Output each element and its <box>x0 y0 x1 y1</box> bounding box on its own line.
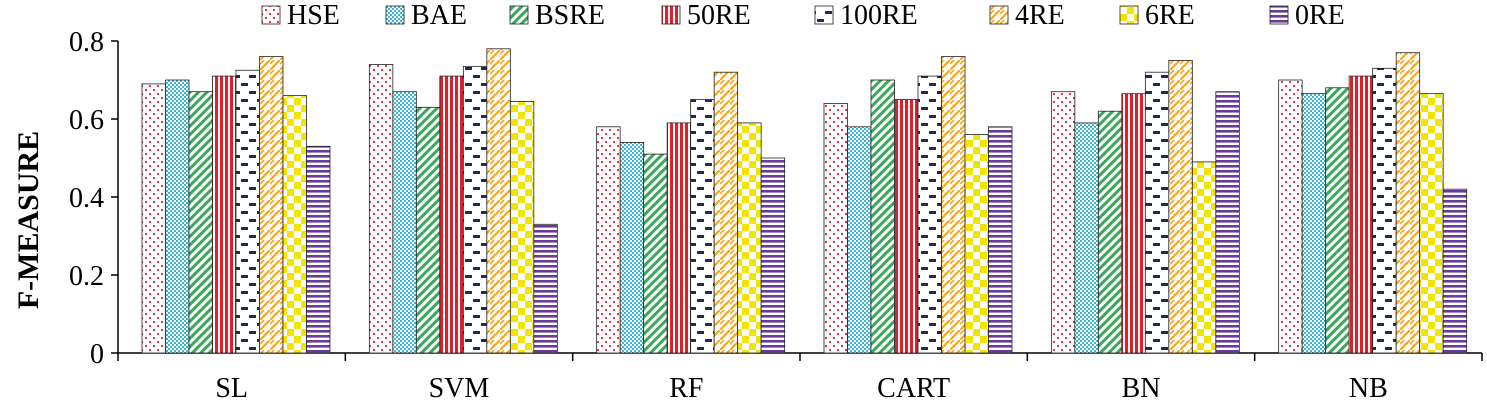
bar-hse-bn <box>1050 91 1076 354</box>
category-labels: SL SVM RF CART BN NB <box>117 353 1483 404</box>
legend-swatch-100re <box>814 5 834 25</box>
bar-100re-rf <box>690 99 715 354</box>
bar-hse-rf <box>596 126 621 354</box>
bar-6re-cart <box>964 134 989 354</box>
bar-50re-rf <box>666 122 692 354</box>
x-tick-label: BN <box>1122 373 1161 404</box>
bar-4re-sl <box>259 56 284 354</box>
bar-bae-sl <box>165 79 190 354</box>
legend-swatch-6re <box>1119 5 1139 25</box>
bar-50re-nb <box>1348 75 1374 354</box>
bar-0re-svm <box>533 223 558 354</box>
bar-4re-nb <box>1395 52 1421 354</box>
x-tick-label: CART <box>877 373 950 404</box>
bar-6re-svm <box>509 101 535 354</box>
legend-label-6re: 6RE <box>1145 0 1195 31</box>
y-tick-label: 0.6 <box>69 105 104 136</box>
legend-swatch-hse <box>261 5 281 25</box>
bar-bae-bn <box>1074 122 1099 354</box>
bar-bae-svm <box>392 91 417 354</box>
y-tick-label: 0.2 <box>69 261 104 292</box>
bar-0re-nb <box>1442 188 1468 354</box>
bar-100re-svm <box>462 65 488 354</box>
bar-hse-cart <box>823 103 848 354</box>
bar-50re-bn <box>1121 93 1146 354</box>
bar-4re-bn <box>1168 60 1193 354</box>
x-tick-label: RF <box>669 373 703 404</box>
bars <box>141 48 1468 354</box>
legend-label-0re: 0RE <box>1295 0 1345 31</box>
bar-bsre-bn <box>1097 110 1123 354</box>
legend-label-bsre: BSRE <box>535 0 605 31</box>
legend-label-hse: HSE <box>287 0 340 31</box>
bar-4re-cart <box>941 56 966 354</box>
bar-100re-nb <box>1372 67 1397 354</box>
bar-6re-sl <box>282 95 307 354</box>
bar-hse-svm <box>368 64 394 354</box>
bar-6re-rf <box>737 122 762 354</box>
y-ticks: 0 0.2 0.4 0.6 0.8 <box>69 27 118 370</box>
bar-100re-cart <box>917 75 942 354</box>
bar-bsre-svm <box>415 106 441 354</box>
bar-6re-nb <box>1419 93 1444 354</box>
y-tick-label: 0.4 <box>69 183 104 214</box>
y-tick-label: 0 <box>90 339 104 370</box>
bar-0re-sl <box>306 145 331 354</box>
bar-0re-cart <box>988 126 1013 354</box>
bar-6re-bn <box>1191 161 1217 354</box>
bar-4re-rf <box>713 71 739 354</box>
bar-hse-nb <box>1278 79 1303 354</box>
bar-hse-sl <box>141 83 166 354</box>
bar-bae-nb <box>1301 93 1327 354</box>
legend-label-bae: BAE <box>411 0 467 31</box>
x-tick-label: NB <box>1349 373 1388 404</box>
y-tick-label: 0.8 <box>69 27 104 58</box>
legend-swatch-0re <box>1269 5 1289 25</box>
legend-label-4re: 4RE <box>1015 0 1065 31</box>
bar-50re-svm <box>439 75 464 354</box>
bar-bsre-nb <box>1325 87 1350 354</box>
legend-swatch-bsre <box>509 5 529 25</box>
bar-0re-bn <box>1215 91 1240 354</box>
bar-bsre-sl <box>188 91 213 354</box>
bar-0re-rf <box>760 157 786 354</box>
legend-label-50re: 50RE <box>687 0 751 31</box>
x-tick-label: SVM <box>429 373 490 404</box>
bar-bae-cart <box>847 126 872 354</box>
legend-swatch-4re <box>989 5 1009 25</box>
legend-swatch-bae <box>385 5 405 25</box>
legend-swatch-50re <box>661 5 681 25</box>
x-tick-label: SL <box>215 373 248 404</box>
bar-100re-bn <box>1144 71 1170 354</box>
bar-50re-sl <box>212 75 237 354</box>
bar-4re-svm <box>486 48 511 354</box>
bar-50re-cart <box>894 99 919 354</box>
bar-bsre-rf <box>643 153 668 354</box>
legend: HSE BAE BSRE 50RE 100RE 4RE 6RE 0RE <box>261 0 1345 31</box>
bar-100re-sl <box>235 69 260 354</box>
legend-label-100re: 100RE <box>840 0 918 31</box>
bar-bae-rf <box>619 141 645 354</box>
y-axis-label: F-MEASURE <box>12 131 45 309</box>
bar-bsre-cart <box>870 79 895 354</box>
